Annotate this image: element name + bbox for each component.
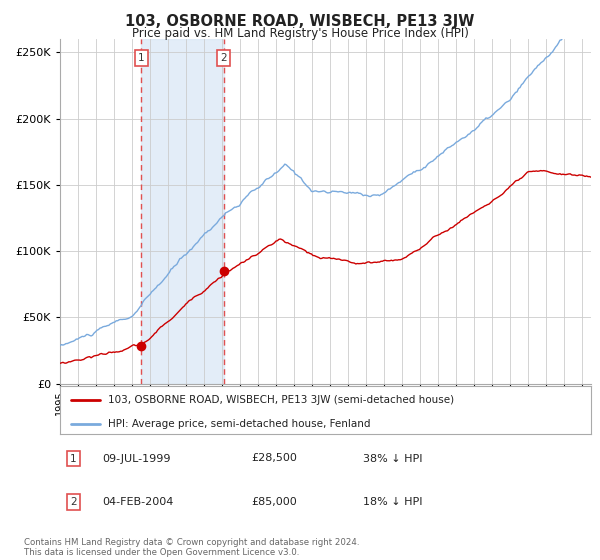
Text: 18% ↓ HPI: 18% ↓ HPI [362, 497, 422, 507]
Text: 1: 1 [138, 53, 145, 63]
Text: £85,000: £85,000 [251, 497, 297, 507]
Text: Contains HM Land Registry data © Crown copyright and database right 2024.
This d: Contains HM Land Registry data © Crown c… [24, 538, 359, 557]
Text: 2: 2 [70, 497, 77, 507]
Text: 38% ↓ HPI: 38% ↓ HPI [362, 454, 422, 464]
Text: 1: 1 [70, 454, 77, 464]
Text: 04-FEB-2004: 04-FEB-2004 [103, 497, 174, 507]
Text: £28,500: £28,500 [251, 454, 297, 464]
Bar [142, 39, 224, 384]
Text: 103, OSBORNE ROAD, WISBECH, PE13 3JW (semi-detached house): 103, OSBORNE ROAD, WISBECH, PE13 3JW (se… [108, 395, 454, 405]
Text: HPI: Average price, semi-detached house, Fenland: HPI: Average price, semi-detached house,… [108, 418, 370, 428]
Text: Price paid vs. HM Land Registry's House Price Index (HPI): Price paid vs. HM Land Registry's House … [131, 27, 469, 40]
Text: 103, OSBORNE ROAD, WISBECH, PE13 3JW: 103, OSBORNE ROAD, WISBECH, PE13 3JW [125, 14, 475, 29]
Text: 09-JUL-1999: 09-JUL-1999 [103, 454, 171, 464]
Text: 2: 2 [220, 53, 227, 63]
